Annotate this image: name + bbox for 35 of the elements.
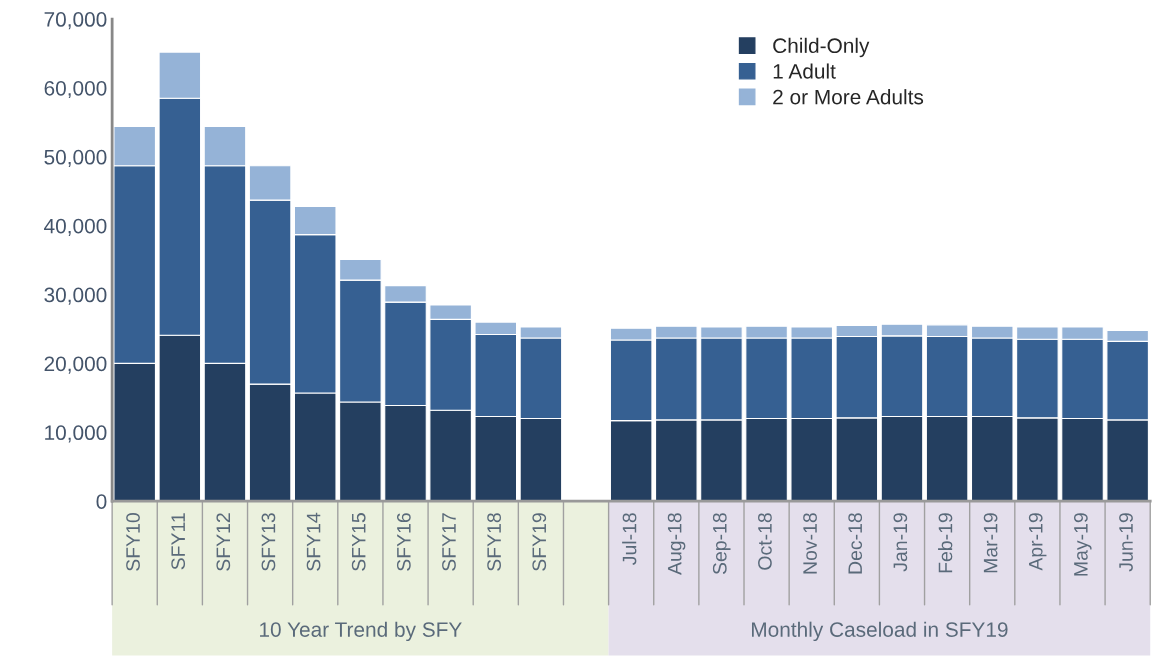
y-tick-label: 40,000: [44, 218, 107, 236]
x-tick-label: May-19: [1073, 513, 1092, 576]
x-tick-label: Nov-18: [803, 513, 817, 574]
y-tick-label: 50,000: [44, 149, 107, 167]
x-tick-label: SFY12: [216, 513, 231, 571]
text: Monthly Caseload in SFY19: [752, 621, 1008, 642]
x-tick-label: Apr-19: [1028, 513, 1047, 571]
legend-label: 1 Adult: [773, 63, 836, 79]
x-tick-label: Feb-19: [938, 513, 953, 573]
x-tick-label: Oct-18: [758, 513, 772, 570]
y-tick-label: 70,000: [44, 12, 107, 30]
x-tick-label: Aug-18: [667, 513, 686, 575]
x-tick-label: SFY15: [351, 513, 366, 571]
y-tick-label: 30,000: [44, 287, 107, 305]
x-tick-label: SFY14: [306, 512, 321, 571]
x-tick-label: SFY17: [442, 513, 456, 571]
legend-label: 2 or More Adults: [773, 89, 924, 105]
x-tick-label: SFY13: [261, 513, 276, 571]
x-tick-label: SFY10: [126, 513, 140, 571]
y-tick-label: 0: [96, 494, 107, 509]
x-tick-label: SFY18: [487, 513, 501, 571]
x-tick-label: Sep-18: [712, 513, 731, 575]
x-tick-label: Jan-19: [893, 513, 908, 572]
legend-label: Child-Only: [773, 37, 870, 58]
text: 10 Year Trend by SFY: [260, 621, 462, 642]
y-tick-label: 60,000: [44, 80, 107, 99]
y-tick-label: 10,000: [45, 425, 107, 443]
x-tick-label: SFY16: [396, 513, 411, 571]
x-tick-label: Mar-19: [983, 513, 998, 573]
x-tick-label: Jul-18: [622, 513, 637, 565]
x-tick-label: Dec-18: [848, 513, 863, 574]
y-tick-label: 20,000: [44, 356, 107, 374]
x-tick-label: SFY11: [171, 513, 186, 570]
x-tick-label: Jun-19: [1119, 513, 1133, 572]
x-tick-label: SFY19: [532, 513, 547, 571]
